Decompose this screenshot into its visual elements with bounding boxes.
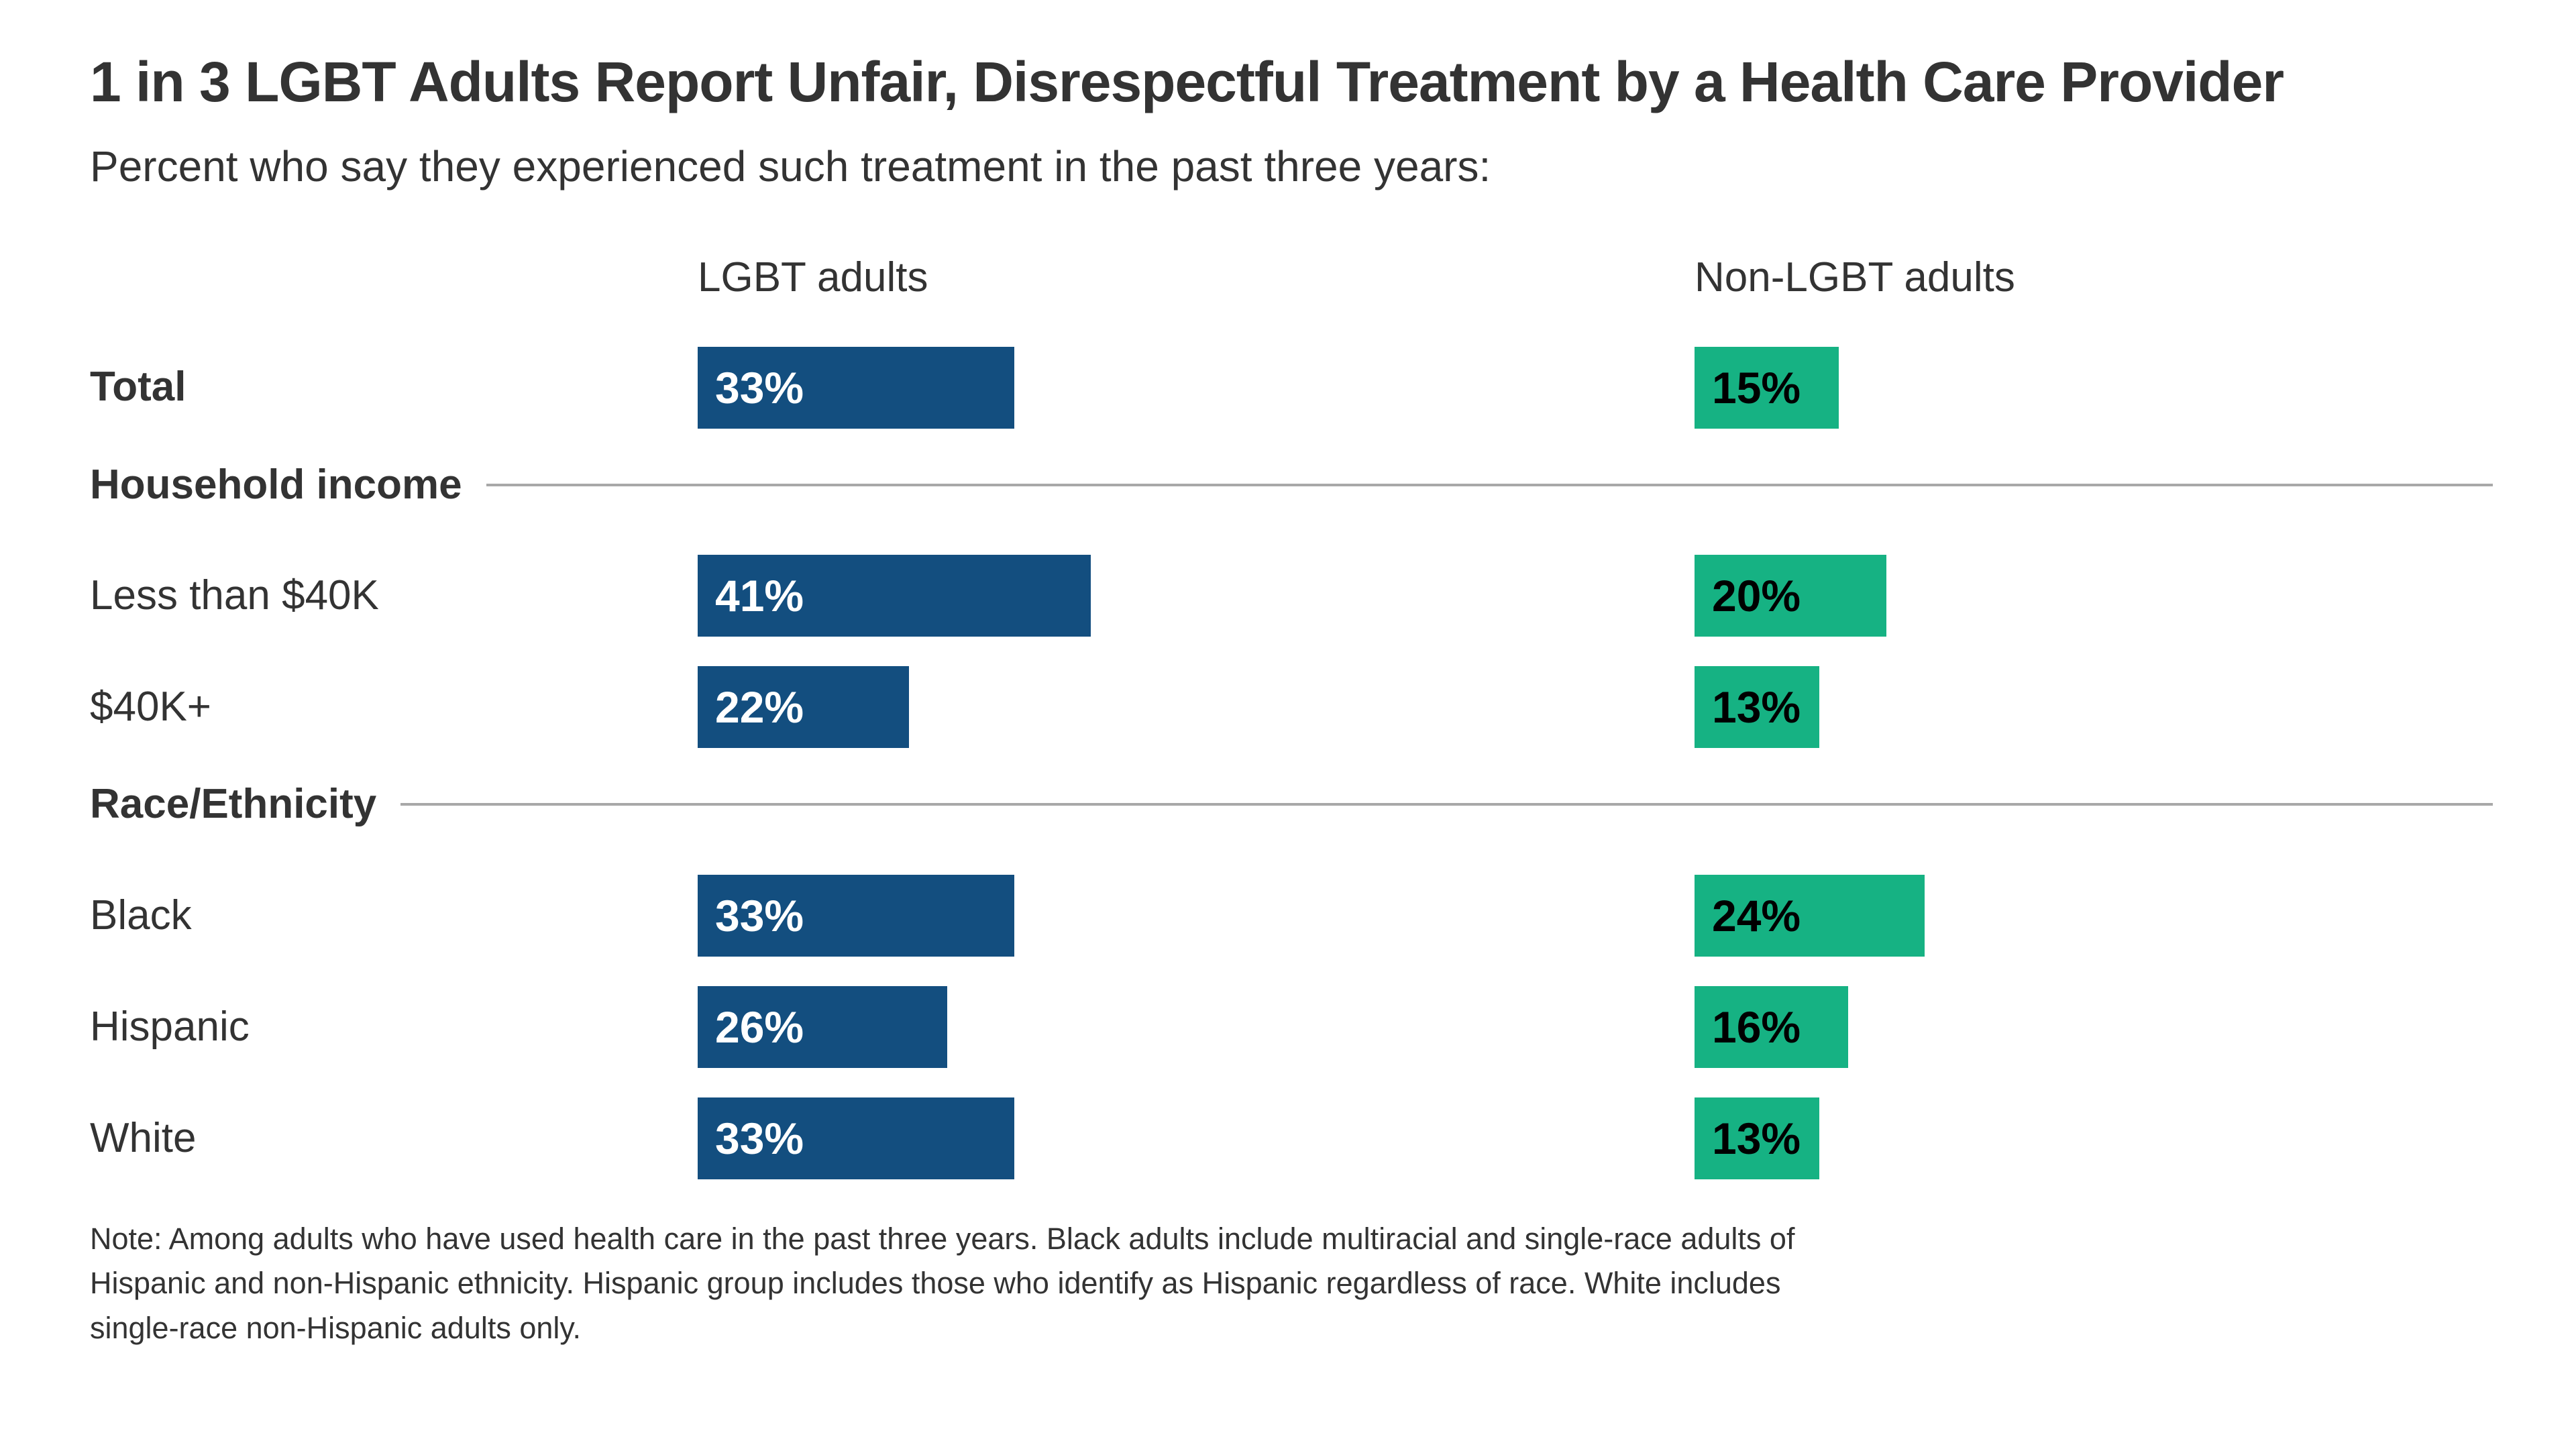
row-label: Total — [90, 364, 186, 411]
column-header-non-lgbt-adults: Non-LGBT adults — [1695, 254, 2015, 301]
bar-value-label: 33% — [715, 890, 804, 941]
row-label: White — [90, 1114, 197, 1161]
bar-value-label: 16% — [1712, 1002, 1801, 1052]
bar-value-label: 33% — [715, 362, 804, 413]
bar-value-label: 22% — [715, 682, 804, 733]
note-text: Note: Among adults who have used health … — [90, 1217, 2493, 1351]
page-title: 1 in 3 LGBT Adults Report Unfair, Disres… — [90, 50, 2284, 113]
chart-row: $40K+ 22% 13% — [90, 666, 2493, 749]
chart-row: Black 33% 24% — [90, 874, 2493, 957]
note-line: Hispanic and non-Hispanic ethnicity. His… — [90, 1266, 1781, 1301]
note-line: single-race non-Hispanic adults only. — [90, 1310, 582, 1345]
lgbt-bar-cell: 26% — [698, 985, 1695, 1068]
chart-row: White 33% 13% — [90, 1097, 2493, 1179]
non-lgbt-bar-cell: 16% — [1695, 985, 2493, 1068]
bar: 41% — [698, 555, 1091, 637]
bar: 33% — [698, 346, 1014, 429]
bar-value-label: 15% — [1712, 362, 1801, 413]
row-label: $40K+ — [90, 684, 212, 731]
lgbt-bar-cell: 33% — [698, 874, 1695, 957]
section-header: Household income — [90, 458, 2493, 513]
non-lgbt-bar-cell: 13% — [1695, 1097, 2493, 1179]
section-divider — [486, 483, 2493, 486]
bar: 24% — [1695, 874, 1925, 957]
non-lgbt-bar-cell: 24% — [1695, 874, 2493, 957]
lgbt-bar-cell: 33% — [698, 346, 1695, 429]
bar: 20% — [1695, 555, 1886, 637]
bar-value-label: 20% — [1712, 571, 1801, 621]
bar-value-label: 33% — [715, 1113, 804, 1163]
chart-body: Total 33% 15% Household income Less than… — [90, 346, 2493, 1179]
bar: 26% — [698, 985, 947, 1068]
note-line: Note: Among adults who have used health … — [90, 1221, 1795, 1256]
row-label: Less than $40K — [90, 572, 379, 619]
section-label: Race/Ethnicity — [90, 781, 377, 828]
non-lgbt-bar-cell: 13% — [1695, 666, 2493, 749]
non-lgbt-bar-cell: 15% — [1695, 346, 2493, 429]
bar: 33% — [698, 1097, 1014, 1179]
chart-row: Total 33% 15% — [90, 346, 2493, 429]
bar-value-label: 13% — [1712, 1113, 1801, 1163]
section-header: Race/Ethnicity — [90, 777, 2493, 832]
lgbt-bar-cell: 41% — [698, 555, 1695, 637]
page-subtitle: Percent who say they experienced such tr… — [90, 142, 1491, 191]
row-label: Black — [90, 892, 192, 938]
chart-row: Less than $40K 41% 20% — [90, 555, 2493, 637]
bar-value-label: 13% — [1712, 682, 1801, 733]
section-divider — [400, 803, 2493, 806]
lgbt-bar-cell: 22% — [698, 666, 1695, 749]
lgbt-bar-cell: 33% — [698, 1097, 1695, 1179]
column-header-spacer — [90, 251, 698, 305]
bar: 13% — [1695, 666, 1819, 749]
row-label: Hispanic — [90, 1003, 250, 1050]
section-label: Household income — [90, 461, 462, 508]
bar: 22% — [698, 666, 909, 749]
chart-row: Hispanic 26% 16% — [90, 985, 2493, 1068]
column-headers: LGBT adults Non-LGBT adults — [90, 251, 2493, 305]
bar: 16% — [1695, 985, 1848, 1068]
bar-value-label: 41% — [715, 571, 804, 621]
non-lgbt-bar-cell: 20% — [1695, 555, 2493, 637]
bar-value-label: 24% — [1712, 890, 1801, 941]
bar: 15% — [1695, 346, 1839, 429]
bar: 33% — [698, 874, 1014, 957]
bar: 13% — [1695, 1097, 1819, 1179]
column-header-lgbt-adults: LGBT adults — [698, 254, 928, 301]
bar-value-label: 26% — [715, 1002, 804, 1052]
